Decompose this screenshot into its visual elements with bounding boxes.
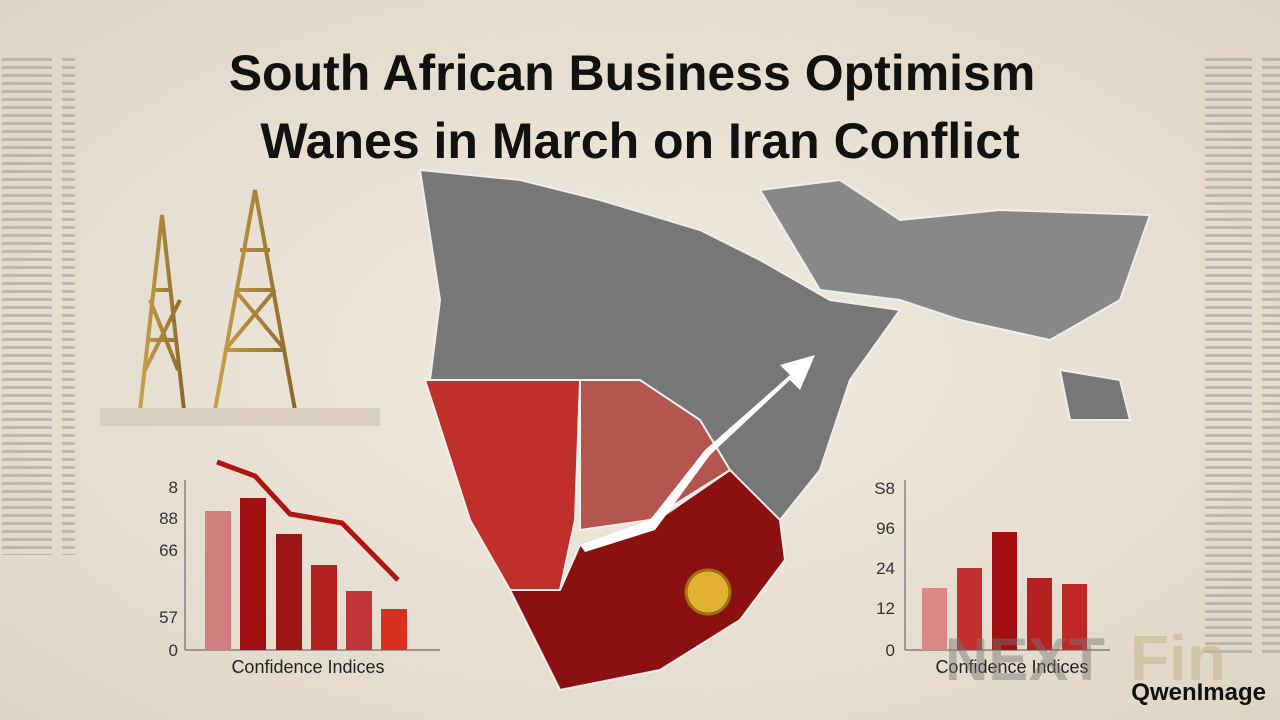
axis-label: 0 [169, 641, 178, 660]
watermark: QwenImage [1131, 679, 1266, 706]
axis-label: 88 [159, 509, 178, 528]
map [418, 168, 1152, 692]
chart-caption: Confidence Indices [935, 657, 1088, 677]
axis-label: 24 [876, 559, 895, 578]
axis-label: 96 [876, 519, 895, 538]
axis-label: 66 [159, 541, 178, 560]
chart-caption: Confidence Indices [231, 657, 384, 677]
watermark: NEXT [945, 626, 1105, 693]
coin [684, 568, 732, 616]
axis-label: 12 [876, 599, 895, 618]
title-line: Wanes in March on Iran Conflict [260, 113, 1020, 169]
newspaper-left [0, 55, 75, 555]
title-line: South African Business Optimism [229, 45, 1036, 101]
trend-arrow [580, 355, 815, 552]
right-chart: S8 96 24 12 0 Confidence Indices [874, 479, 1110, 677]
left-chart: 8 88 66 57 0 Confidence Indices [159, 459, 440, 677]
axis-label: S8 [874, 479, 895, 498]
axis-label: 57 [159, 608, 178, 627]
axis-label: 0 [886, 641, 895, 660]
newspaper-right [1205, 55, 1280, 655]
watermark: Fin [1130, 622, 1226, 694]
oil-derricks [100, 189, 380, 426]
axis-label: 8 [169, 478, 178, 497]
